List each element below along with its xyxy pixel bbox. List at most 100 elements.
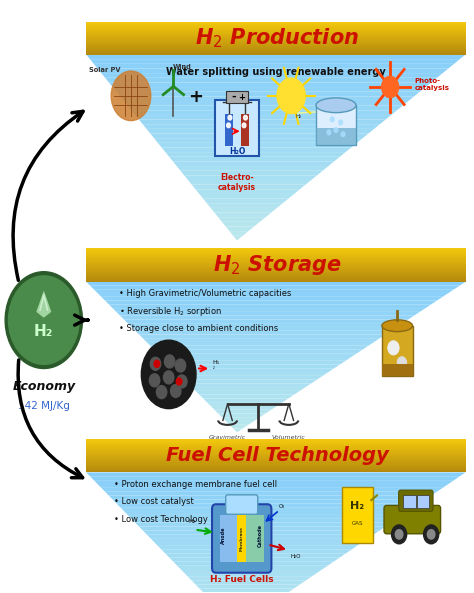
Polygon shape: [207, 203, 283, 208]
Polygon shape: [86, 444, 465, 445]
Polygon shape: [120, 507, 414, 511]
Polygon shape: [86, 458, 465, 459]
Polygon shape: [165, 554, 346, 557]
Polygon shape: [188, 180, 311, 184]
Polygon shape: [165, 361, 346, 365]
Text: H₂O: H₂O: [290, 554, 301, 559]
Polygon shape: [131, 327, 397, 331]
Polygon shape: [246, 515, 264, 562]
Polygon shape: [173, 562, 334, 565]
Polygon shape: [105, 492, 437, 496]
Polygon shape: [139, 334, 385, 338]
Polygon shape: [90, 285, 460, 289]
Text: H₂: H₂: [34, 324, 54, 339]
Polygon shape: [169, 365, 340, 368]
Circle shape: [382, 76, 399, 98]
Polygon shape: [203, 398, 288, 402]
Polygon shape: [86, 450, 465, 451]
FancyBboxPatch shape: [342, 486, 373, 543]
Polygon shape: [146, 342, 374, 346]
Text: +: +: [238, 93, 245, 101]
Polygon shape: [135, 331, 391, 334]
Text: Wind: Wind: [173, 65, 191, 71]
Polygon shape: [196, 391, 300, 394]
Circle shape: [141, 340, 196, 409]
Polygon shape: [86, 456, 465, 457]
Polygon shape: [105, 78, 437, 82]
Text: H₂ Fuel Cells: H₂ Fuel Cells: [210, 575, 273, 584]
Polygon shape: [86, 441, 465, 442]
Polygon shape: [86, 36, 465, 37]
Polygon shape: [86, 469, 465, 470]
Circle shape: [175, 359, 186, 372]
Polygon shape: [131, 519, 397, 522]
Polygon shape: [154, 138, 363, 143]
Polygon shape: [86, 268, 465, 269]
Polygon shape: [86, 265, 465, 266]
Polygon shape: [154, 542, 363, 546]
Polygon shape: [86, 445, 465, 446]
Polygon shape: [241, 113, 249, 146]
Polygon shape: [86, 37, 465, 39]
Polygon shape: [117, 312, 420, 315]
Polygon shape: [86, 470, 465, 471]
Polygon shape: [173, 368, 334, 372]
Polygon shape: [128, 106, 403, 110]
Polygon shape: [86, 471, 465, 473]
Polygon shape: [94, 480, 454, 484]
Polygon shape: [86, 274, 465, 275]
Polygon shape: [86, 42, 465, 43]
Polygon shape: [169, 557, 340, 562]
Polygon shape: [150, 133, 368, 138]
Text: • Storage close to ambient conditions: • Storage close to ambient conditions: [119, 324, 278, 333]
Text: H₂: H₂: [350, 501, 364, 511]
Polygon shape: [86, 460, 465, 461]
Polygon shape: [188, 383, 311, 387]
Polygon shape: [86, 250, 465, 251]
Polygon shape: [128, 323, 403, 327]
Polygon shape: [135, 115, 391, 120]
Polygon shape: [86, 49, 465, 50]
Polygon shape: [86, 451, 465, 452]
Polygon shape: [98, 68, 448, 73]
Polygon shape: [86, 53, 465, 55]
Text: Fuel Cell Technology: Fuel Cell Technology: [165, 447, 389, 466]
Text: Solar PV: Solar PV: [89, 68, 121, 74]
Polygon shape: [86, 280, 465, 282]
Polygon shape: [146, 534, 374, 538]
Polygon shape: [86, 32, 465, 33]
Circle shape: [149, 374, 160, 387]
Polygon shape: [203, 199, 288, 203]
Polygon shape: [86, 459, 465, 460]
Text: O₂: O₂: [279, 503, 285, 509]
Polygon shape: [113, 499, 426, 503]
Circle shape: [327, 130, 331, 135]
Polygon shape: [226, 227, 254, 231]
Polygon shape: [86, 27, 465, 28]
Polygon shape: [143, 124, 380, 129]
Circle shape: [341, 132, 345, 136]
Polygon shape: [86, 23, 465, 24]
Polygon shape: [210, 406, 277, 410]
Polygon shape: [86, 55, 465, 59]
Polygon shape: [36, 291, 51, 318]
Polygon shape: [86, 452, 465, 454]
Polygon shape: [86, 24, 465, 25]
Polygon shape: [86, 468, 465, 469]
Circle shape: [424, 525, 438, 544]
Polygon shape: [86, 260, 465, 262]
Circle shape: [244, 115, 247, 120]
Polygon shape: [117, 503, 420, 507]
Polygon shape: [135, 522, 391, 527]
Polygon shape: [86, 448, 465, 449]
FancyBboxPatch shape: [399, 490, 433, 511]
Polygon shape: [86, 33, 465, 34]
Polygon shape: [86, 446, 465, 447]
Polygon shape: [184, 573, 317, 577]
Polygon shape: [101, 296, 443, 301]
Polygon shape: [86, 439, 465, 441]
Polygon shape: [214, 212, 271, 217]
Polygon shape: [169, 157, 340, 161]
Polygon shape: [162, 357, 351, 361]
Text: GAS: GAS: [351, 521, 363, 526]
